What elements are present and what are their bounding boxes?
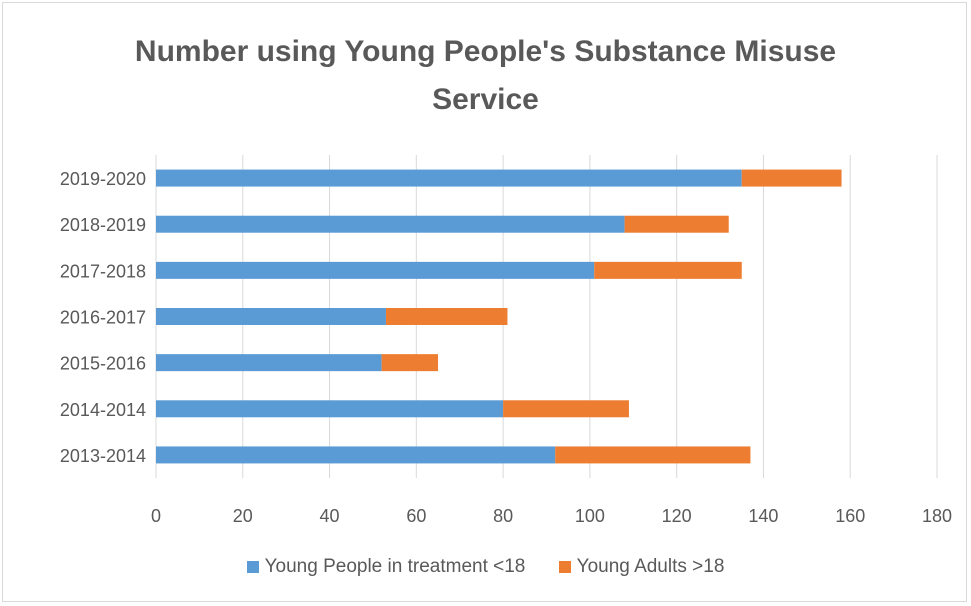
x-tick-label-20: 20 xyxy=(233,506,253,526)
category-label-2018-2019: 2018-2019 xyxy=(60,215,146,235)
x-tick-label-100: 100 xyxy=(575,506,605,526)
bar-2014-2014-series-1 xyxy=(156,400,504,418)
bar-2019-2020-series-1 xyxy=(156,169,742,187)
category-label-2016-2017: 2016-2017 xyxy=(60,308,146,328)
chart-title: Number using Young People's Substance Mi… xyxy=(0,28,971,124)
legend-item-young-people: Young People in treatment <18 xyxy=(246,556,526,578)
category-label-2014-2014: 2014-2014 xyxy=(60,400,146,420)
legend: Young People in treatment <18 Young Adul… xyxy=(0,556,971,578)
category-label-2013-2014: 2013-2014 xyxy=(60,446,146,466)
legend-label-young-people: Young People in treatment <18 xyxy=(264,556,526,577)
x-tick-label-160: 160 xyxy=(835,506,865,526)
x-tick-label-40: 40 xyxy=(320,506,340,526)
bar-2014-2014-series-2 xyxy=(503,400,629,418)
bar-2015-2016-series-1 xyxy=(156,354,382,372)
category-label-2019-2020: 2019-2020 xyxy=(60,169,146,189)
legend-item-young-adults: Young Adults >18 xyxy=(558,556,725,578)
legend-label-young-adults: Young Adults >18 xyxy=(576,556,725,577)
bar-2018-2019-series-1 xyxy=(156,215,625,233)
x-tick-label-80: 80 xyxy=(493,506,513,526)
bar-2018-2019-series-2 xyxy=(624,215,729,233)
x-tick-label-120: 120 xyxy=(662,506,692,526)
bar-2013-2014-series-2 xyxy=(555,446,751,464)
category-label-2015-2016: 2015-2016 xyxy=(60,354,146,374)
bar-2013-2014-series-1 xyxy=(156,446,556,464)
legend-swatch-young-adults xyxy=(558,561,571,573)
x-tick-label-0: 0 xyxy=(151,506,161,526)
bar-2016-2017-series-1 xyxy=(156,308,386,325)
x-tick-label-140: 140 xyxy=(748,506,778,526)
x-tick-label-180: 180 xyxy=(922,506,952,526)
category-label-2017-2018: 2017-2018 xyxy=(60,261,146,281)
bar-2016-2017-series-2 xyxy=(385,308,508,325)
bar-2019-2020-series-2 xyxy=(741,169,842,187)
legend-swatch-young-people xyxy=(246,561,259,573)
bar-2017-2018-series-2 xyxy=(594,261,742,279)
x-tick-label-60: 60 xyxy=(406,506,426,526)
bar-2015-2016-series-2 xyxy=(381,354,439,372)
bar-2017-2018-series-1 xyxy=(156,261,595,279)
chart-title-line-1: Number using Young People's Substance Mi… xyxy=(134,35,837,68)
chart-title-line-2: Service xyxy=(432,83,539,116)
